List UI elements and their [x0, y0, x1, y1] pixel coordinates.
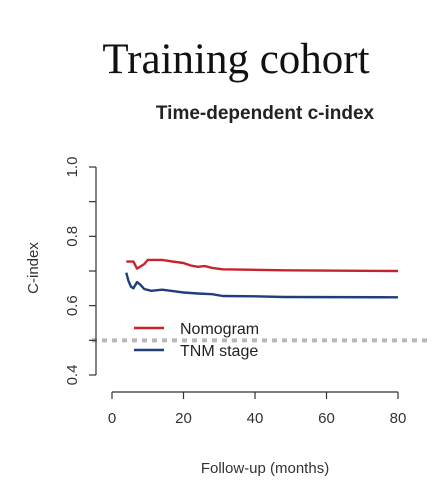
x-tick-label: 0	[108, 410, 116, 427]
y-tick-label: 1.0	[64, 157, 81, 178]
y-tick-label: 0.4	[64, 365, 81, 386]
series-line-tnm-stage	[125, 272, 399, 299]
y-tick-label: 0.8	[64, 226, 81, 247]
x-tick-label: 40	[247, 410, 264, 427]
series-line-nomogram	[126, 258, 399, 273]
y-tick-label: 0.6	[64, 295, 81, 316]
x-tick-label: 80	[390, 410, 407, 427]
chart-title: Time-dependent c-index	[156, 103, 375, 124]
page-title: Training cohort	[102, 36, 370, 83]
x-tick-label: 20	[175, 410, 192, 427]
y-axis-label: C-index	[25, 242, 42, 294]
legend-label: Nomogram	[180, 321, 259, 338]
x-axis-label: Follow-up (months)	[201, 460, 329, 477]
x-tick-label: 60	[318, 410, 335, 427]
legend-label: TNM stage	[180, 343, 258, 360]
